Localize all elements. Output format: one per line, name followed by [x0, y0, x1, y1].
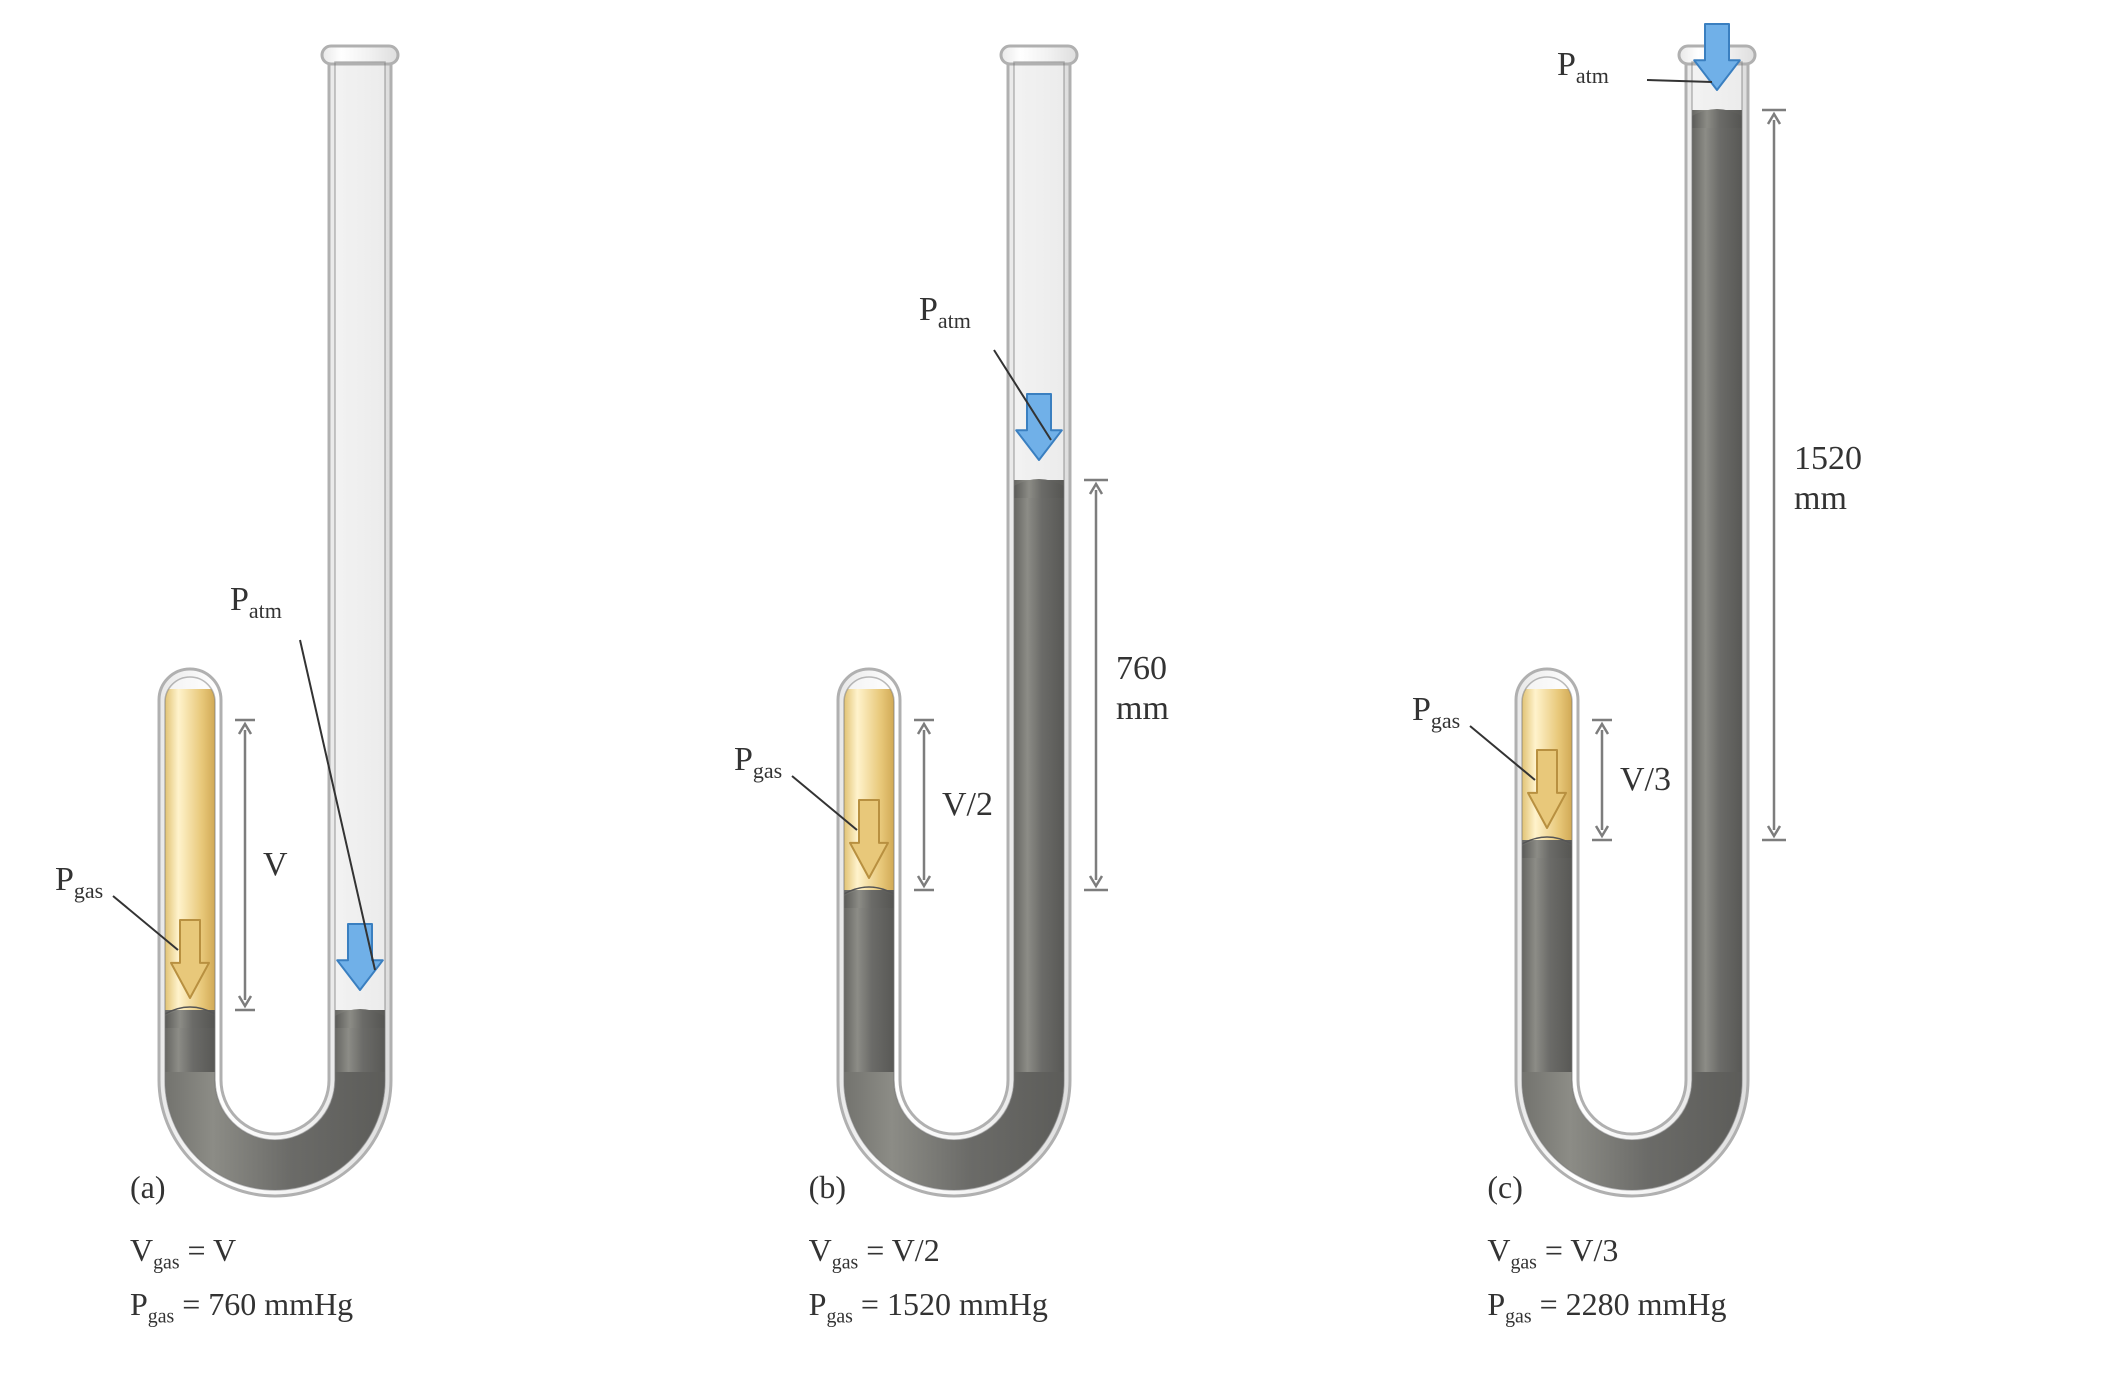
svg-text:Pgas: Pgas [1412, 691, 1460, 733]
svg-text:V: V [263, 846, 288, 883]
caption-volume: Vgas = V/2 [809, 1225, 1048, 1279]
svg-text:mm: mm [1116, 690, 1169, 727]
panel-caption: (a) Vgas = VPgas = 760 mmHg [130, 1162, 353, 1333]
svg-text:Patm: Patm [1557, 46, 1609, 88]
manometer-svg: Pgas Patm V [40, 20, 720, 1220]
panel-letter: (a) [130, 1162, 353, 1213]
manometer-panel-c: Pgas Patm V/3 1520mm (c) Vgas = V/3Pgas = 228… [1397, 20, 2076, 1343]
manometer-panel-a: Pgas Patm V (a) Vgas = VPgas = 760 mmHg [40, 20, 719, 1343]
caption-pressure: Pgas = 760 mmHg [130, 1279, 353, 1333]
svg-text:Patm: Patm [919, 291, 971, 333]
svg-text:mm: mm [1794, 480, 1847, 517]
panel-letter: (c) [1487, 1162, 1726, 1213]
manometer-panel-b: Pgas Patm V/2 760mm (b) Vgas = V/2Pgas = 1520… [719, 20, 1398, 1343]
svg-text:V/3: V/3 [1620, 761, 1671, 798]
svg-text:Patm: Patm [230, 581, 282, 623]
panel-letter: (b) [809, 1162, 1048, 1213]
manometer-svg: Pgas Patm V/2 760mm [719, 20, 1399, 1220]
diagram-container: Pgas Patm V (a) Vgas = VPgas = 760 mmHg Pgas… [0, 0, 2116, 1383]
panel-caption: (b) Vgas = V/2Pgas = 1520 mmHg [809, 1162, 1048, 1333]
panel-caption: (c) Vgas = V/3Pgas = 2280 mmHg [1487, 1162, 1726, 1333]
svg-text:1520: 1520 [1794, 440, 1862, 477]
svg-text:V/2: V/2 [942, 786, 993, 823]
caption-volume: Vgas = V/3 [1487, 1225, 1726, 1279]
manometer-svg: Pgas Patm V/3 1520mm [1397, 20, 2077, 1220]
caption-volume: Vgas = V [130, 1225, 353, 1279]
caption-pressure: Pgas = 1520 mmHg [809, 1279, 1048, 1333]
caption-pressure: Pgas = 2280 mmHg [1487, 1279, 1726, 1333]
svg-text:760: 760 [1116, 650, 1167, 687]
svg-text:Pgas: Pgas [55, 861, 103, 903]
svg-text:Pgas: Pgas [734, 741, 782, 783]
